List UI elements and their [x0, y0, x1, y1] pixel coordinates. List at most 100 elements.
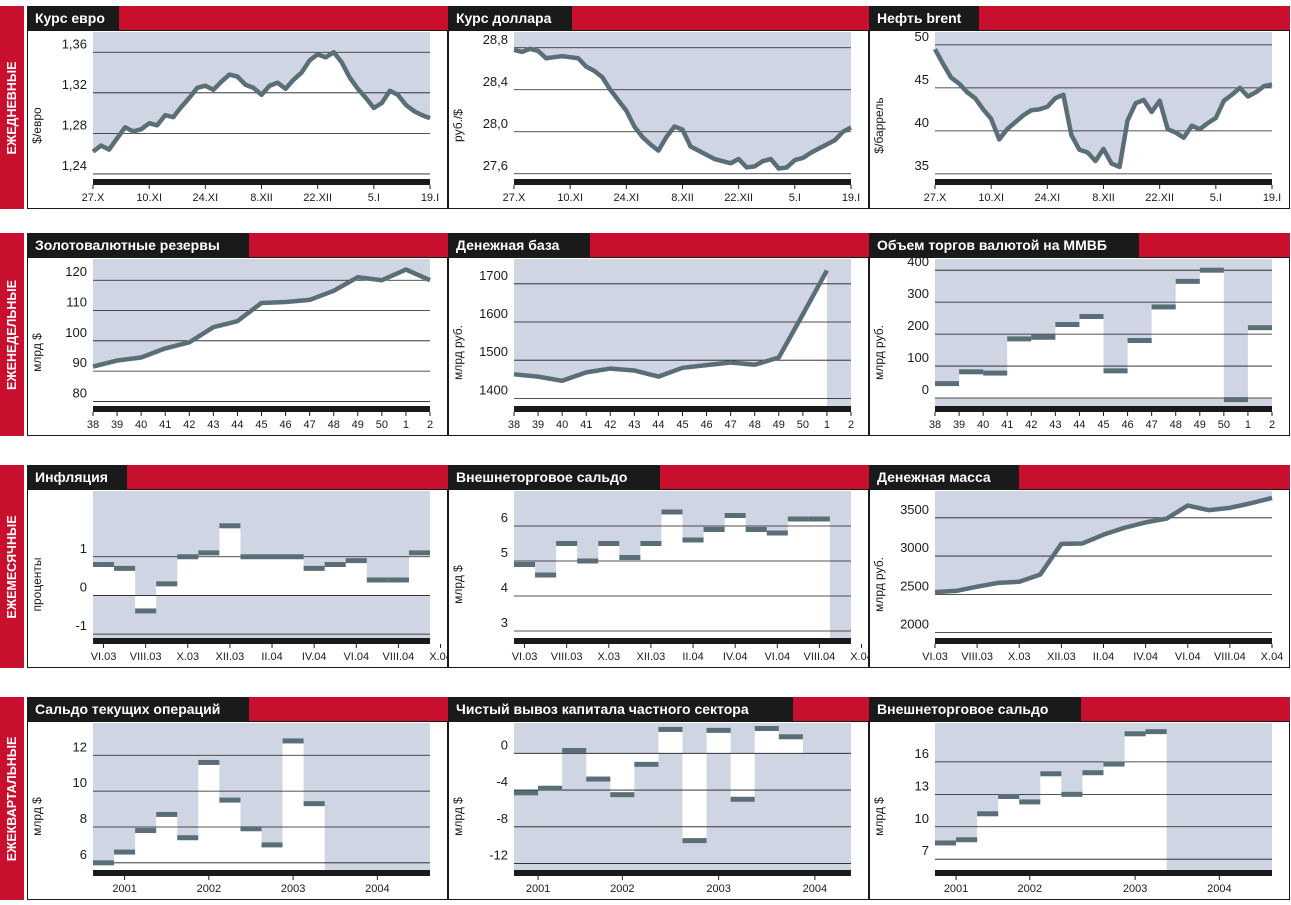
step-bar — [535, 572, 557, 578]
x-tick-label: VI.04 — [764, 651, 790, 663]
x-tick-label: 44 — [1073, 419, 1085, 431]
x-tick-label: 47 — [725, 419, 737, 431]
step-bar — [1223, 397, 1248, 403]
step-bar — [282, 554, 304, 560]
chart-title: Сальдо текущих операций — [27, 697, 249, 721]
step-bar — [177, 835, 199, 841]
x-tick-label: IV.04 — [302, 651, 327, 663]
step-bar — [745, 527, 767, 532]
x-axis-line — [514, 179, 851, 185]
y-tick-label: 100 — [907, 350, 929, 365]
x-tick-label: 41 — [159, 419, 171, 431]
chart-title: Внешнеторговое сальдо — [448, 465, 660, 489]
x-tick-label: XII.03 — [1047, 651, 1076, 663]
y-tick-label: 110 — [66, 295, 87, 310]
chart-title: Чистый вывоз капитала частного сектора — [448, 697, 793, 721]
y-tick-label: -8 — [496, 811, 508, 826]
step-bar — [586, 776, 611, 782]
step-bar — [156, 811, 178, 817]
x-tick-label: IV.04 — [723, 651, 748, 663]
step-bar — [959, 369, 984, 375]
y-tick-label: 12 — [73, 739, 87, 754]
series-area — [93, 525, 430, 611]
step-bar — [787, 516, 809, 522]
x-axis-line — [93, 870, 430, 876]
y-tick-label: -4 — [496, 774, 508, 789]
step-bar — [514, 790, 539, 796]
chart-panel-eur: Курс евро $/евро 1,24 1,28 1,32 1,36 27.X 10.XI… — [27, 6, 448, 209]
x-tick-label: 45 — [1097, 419, 1109, 431]
y-tick-label: 7 — [922, 843, 929, 858]
y-tick-label: 200 — [907, 318, 929, 333]
x-tick-label: 44 — [231, 419, 243, 431]
y-tick-label: 1 — [80, 541, 87, 556]
x-tick-label: 2002 — [1018, 883, 1042, 895]
x-tick-label: 42 — [604, 419, 616, 431]
x-tick-label: 10.XI — [557, 192, 583, 204]
step-bar — [682, 838, 707, 844]
step-bar — [219, 797, 241, 803]
step-bar — [177, 554, 199, 560]
x-axis-line — [935, 179, 1272, 185]
y-axis-label: млрд $ — [30, 333, 44, 372]
step-bar — [935, 840, 957, 846]
x-tick-label: 2004 — [803, 883, 827, 895]
x-tick-label: 2001 — [526, 883, 550, 895]
x-tick-label: 39 — [532, 419, 544, 431]
y-tick-label: 3 — [501, 615, 508, 630]
x-tick-label: 2003 — [281, 883, 305, 895]
y-tick-label: 0 — [922, 382, 929, 397]
chart-panel-trade_m: Внешнеторговое сальдо млрд $ 3 4 5 6 VI.03 VIII… — [448, 465, 873, 668]
x-tick-label: X.04 — [850, 651, 873, 663]
step-bar — [766, 530, 788, 536]
y-tick-label: 10 — [915, 811, 929, 826]
x-tick-label: X.03 — [597, 651, 620, 663]
step-bar — [303, 565, 325, 571]
x-tick-label: 2002 — [610, 883, 634, 895]
row-label-text: ЕЖЕДНЕВНЫЕ — [5, 61, 19, 154]
step-bar — [1040, 771, 1062, 777]
row-label-monthly: ЕЖЕМЕСЯЧНЫЕ — [0, 465, 24, 668]
x-tick-label: 45 — [255, 419, 267, 431]
series-line — [933, 48, 1273, 170]
x-tick-label: VI.04 — [343, 651, 369, 663]
step-bar — [724, 513, 746, 518]
x-tick-label: 2001 — [944, 883, 968, 895]
x-tick-label: 46 — [1121, 419, 1133, 431]
step-bar — [598, 541, 620, 546]
y-axis-label: руб./$ — [451, 109, 465, 142]
series-line — [91, 50, 431, 154]
x-tick-label: 2004 — [1207, 883, 1231, 895]
y-tick-label: 8 — [80, 811, 87, 826]
x-tick-label: 49 — [773, 419, 785, 431]
chart-title: Инфляция — [27, 465, 127, 489]
x-tick-label: X.03 — [1008, 651, 1031, 663]
chart-svg: млрд $ 80 90 100 110 120 38 39 40 41 42 43 44 45 46 47 4… — [30, 259, 433, 431]
step-bar — [135, 828, 157, 834]
y-tick-label: 1,24 — [62, 158, 87, 173]
step-bar — [730, 796, 755, 802]
series-line — [513, 269, 829, 384]
step-bar — [1019, 799, 1041, 805]
x-tick-label: 24.XI — [1034, 192, 1060, 204]
chart-svg: млрд $ 3 4 5 6 VI.03 VIII.03 X.03 XII.03 II.04 IV.… — [451, 491, 873, 663]
y-tick-label: 5 — [501, 545, 508, 560]
step-bar — [114, 565, 136, 571]
chart-panel-brent: Нефть brent $/баррель 35 40 45 50 27.X 10.XI 24.… — [869, 6, 1290, 209]
chart-panel-trade_q: Внешнеторговое сальдо млрд $ 7 10 13 16 2001 20… — [869, 697, 1290, 900]
x-tick-label: 24.XI — [192, 192, 218, 204]
x-tick-label: VIII.04 — [383, 651, 415, 663]
series-line — [513, 46, 853, 171]
chart-panel-usd: Курс доллара руб./$ 27,6 28,0 28,4 28,8 27.X 10… — [448, 6, 869, 209]
step-bar — [366, 577, 388, 583]
y-tick-label: 35 — [915, 158, 929, 173]
series-area — [514, 48, 851, 179]
y-tick-label: 1500 — [479, 344, 508, 359]
chart-panel-mmvb: Объем торгов валютой на ММВБ млрд руб. 0 10… — [869, 233, 1290, 436]
step-bar — [977, 811, 999, 817]
y-tick-label: 4 — [501, 580, 508, 595]
y-axis-label: млрд $ — [451, 797, 465, 836]
step-bar — [198, 759, 220, 765]
x-axis-line — [935, 406, 1272, 412]
step-bar — [345, 558, 367, 564]
